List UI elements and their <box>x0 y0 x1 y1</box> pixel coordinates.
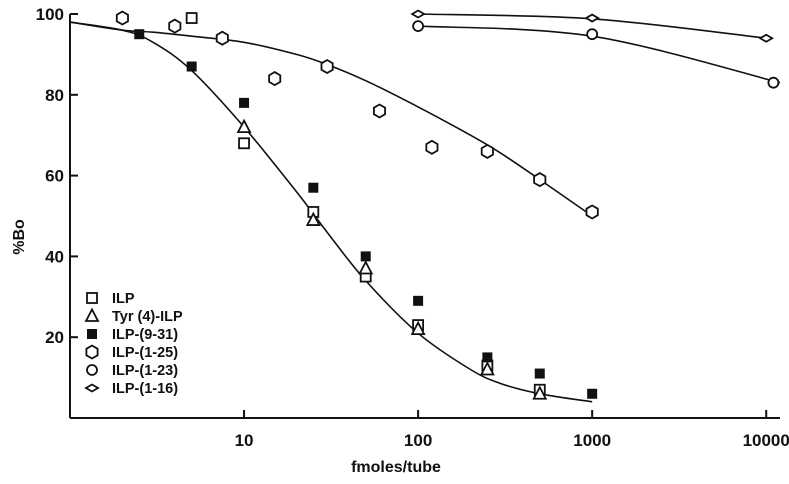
data-point-series-3 <box>186 61 197 72</box>
data-point-series-1 <box>185 12 198 24</box>
fit-curves <box>69 13 781 403</box>
fit-curve <box>69 21 593 403</box>
legend-entry-label: ILP-(9-31) <box>112 327 178 343</box>
data-point-series-2 <box>479 361 495 376</box>
data-point-series-1 <box>238 137 250 150</box>
data-point-series-2 <box>532 385 548 400</box>
legend-marker <box>85 344 99 360</box>
legend-entry-label: Tyr (4)-ILP <box>112 309 183 325</box>
y-axis-title: %Bo <box>11 219 28 255</box>
data-point-series-2 <box>410 320 426 336</box>
legend-entry-label: ILP-(1-23) <box>112 363 178 379</box>
fit-curve <box>69 21 593 217</box>
legend-marker <box>84 307 100 322</box>
y-tick-label: 40 <box>45 247 64 266</box>
x-tick-label: 100 <box>404 431 432 450</box>
data-point-series-5 <box>586 28 599 41</box>
data-point-series-4 <box>585 204 599 220</box>
data-point-series-6 <box>584 13 600 23</box>
data-point-series-4 <box>115 10 129 26</box>
data-point-series-2 <box>305 211 321 226</box>
legend: ILP Tyr (4)-ILP ILP-(9-31) ILP-(1-25) ILP-(1… <box>84 291 183 397</box>
legend-entry-label: ILP <box>112 291 135 307</box>
data-point-series-4 <box>480 143 494 159</box>
legend-marker <box>86 364 98 376</box>
data-point-series-5 <box>767 76 780 89</box>
data-point-series-3 <box>587 388 598 399</box>
y-tick-label: 80 <box>45 86 64 105</box>
data-point-series-3 <box>308 182 319 193</box>
data-point-series-4 <box>372 103 387 119</box>
legend-entry-label: ILP-(1-16) <box>112 381 178 397</box>
fit-curve <box>418 25 781 84</box>
data-point-series-4 <box>533 172 547 188</box>
data-point-series-5 <box>412 20 425 33</box>
data-point-series-3 <box>239 97 250 108</box>
data-points <box>115 9 780 400</box>
y-tick-label: 100 <box>36 5 64 24</box>
data-point-series-3 <box>134 29 145 40</box>
data-point-series-6 <box>758 33 775 43</box>
data-point-series-4 <box>320 58 334 75</box>
data-point-series-2 <box>358 260 374 275</box>
x-axis-title: fmoles/tube <box>351 459 441 476</box>
data-point-series-3 <box>482 352 493 363</box>
data-point-series-3 <box>360 251 371 262</box>
y-tick-label: 20 <box>45 328 64 347</box>
data-point-series-4 <box>168 18 182 34</box>
legend-marker <box>86 292 98 304</box>
data-point-series-4 <box>425 139 439 155</box>
data-point-series-3 <box>413 295 424 306</box>
axes: 20 40 60 80 100 10 100 1000 10000 <box>36 5 789 450</box>
y-tick-label: 60 <box>45 167 64 186</box>
legend-entry-label: ILP-(1-25) <box>112 345 178 361</box>
x-tick-label: 1000 <box>573 431 611 450</box>
legend-marker <box>87 329 97 339</box>
data-point-series-4 <box>215 30 229 46</box>
data-point-series-2 <box>236 118 252 134</box>
x-tick-label: 10000 <box>743 431 789 450</box>
data-point-series-6 <box>410 9 426 19</box>
data-point-series-3 <box>534 368 545 379</box>
x-tick-label: 10 <box>235 431 254 450</box>
data-point-series-4 <box>268 71 282 87</box>
legend-marker <box>84 383 100 393</box>
